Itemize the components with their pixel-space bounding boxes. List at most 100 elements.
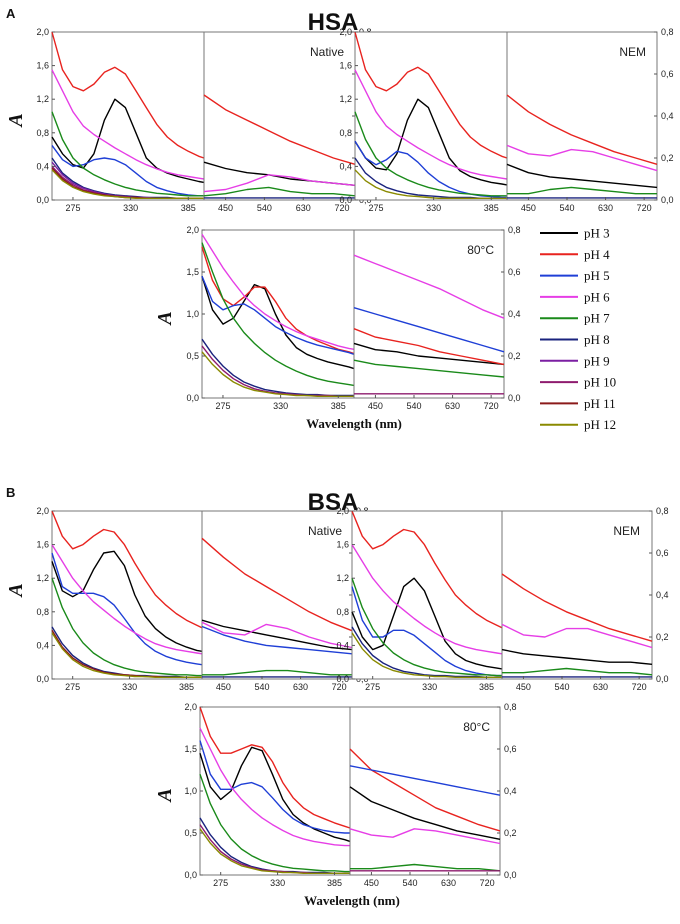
y-right-label: 0,8	[508, 225, 521, 235]
series-ph-6	[201, 621, 353, 649]
legend-label: pH 7	[584, 311, 610, 326]
y-right-label: 0,0	[661, 195, 674, 205]
series-ph-3	[201, 275, 355, 370]
series-ph-7	[201, 242, 355, 387]
series-ph-12	[201, 351, 354, 397]
series-ph-3	[501, 648, 653, 665]
ylabel-bsa-80: A	[154, 788, 176, 803]
uv-plot-frame	[201, 229, 355, 399]
panel-letter-b: B	[6, 485, 15, 500]
chart-hsa-native: 0,00,40,81,21,62,00,00,20,40,60,82753303…	[36, 27, 371, 213]
series-ph-4	[51, 510, 203, 629]
legend-label: pH 11	[584, 396, 616, 411]
x-vis-label: 540	[254, 682, 269, 692]
series-ph-4	[353, 328, 505, 366]
y-right-label: 0,4	[656, 590, 669, 600]
series-ph-3	[351, 577, 503, 670]
series-ph-3	[353, 342, 505, 366]
x-vis-label: 450	[364, 878, 379, 888]
chart-bsa-native: 0,00,40,81,21,62,00,00,20,40,60,82753303…	[36, 506, 368, 692]
y-left-label: 0,4	[36, 161, 49, 171]
x-vis-label: 540	[554, 682, 569, 692]
series-ph-7	[199, 773, 350, 873]
x-vis-label: 720	[332, 682, 347, 692]
x-uv-label: 330	[426, 203, 441, 213]
x-uv-label: 275	[368, 203, 383, 213]
x-uv-label: 330	[123, 203, 138, 213]
series-ph-6	[354, 69, 508, 180]
panel-letter-a: A	[6, 6, 16, 21]
uv-plot	[51, 31, 205, 201]
ylabel-bsa-top: A	[5, 583, 27, 598]
y-right-label: 0,0	[508, 393, 521, 403]
y-right-label: 0,6	[661, 69, 674, 79]
y-left-label: 0,0	[184, 870, 197, 880]
legend-label: pH 6	[584, 289, 610, 304]
x-uv-label: 275	[213, 878, 228, 888]
vis-plot-frame	[203, 31, 356, 201]
y-left-label: 2,0	[36, 27, 49, 37]
y-left-label: 0,0	[339, 195, 352, 205]
y-left-label: 1,2	[336, 573, 349, 583]
uv-plot-frame	[351, 510, 503, 680]
x-uv-label: 275	[65, 203, 80, 213]
condition-label: NEM	[619, 45, 646, 59]
legend-label: pH 12	[584, 417, 616, 432]
uv-plot	[354, 31, 508, 201]
y-left-label: 2,0	[186, 225, 199, 235]
y-left-label: 1,2	[339, 94, 352, 104]
y-left-label: 0,4	[336, 640, 349, 650]
chart-bsa-80c: 0,0 0,5 1,0 1,5 2,0 0,0 0,2 0,4 0,6 0,8 275 330 385 4…	[184, 702, 516, 888]
uv-plot	[351, 510, 503, 680]
x-vis-label: 450	[216, 682, 231, 692]
y-left-label: 1,6	[36, 540, 49, 550]
series-ph-5	[349, 765, 501, 796]
x-vis-label: 450	[516, 682, 531, 692]
x-vis-label: 720	[632, 682, 647, 692]
series-ph-6	[201, 233, 355, 350]
y-right-label: 0,6	[508, 267, 521, 277]
x-uv-label: 275	[65, 682, 80, 692]
y-right-label: 0,0	[656, 674, 669, 684]
x-vis-label: 630	[293, 682, 308, 692]
y-left-label: 1,0	[184, 786, 197, 796]
ylabel-hsa-80: A	[154, 311, 176, 326]
series-ph-4	[354, 31, 508, 159]
series-ph-5	[353, 307, 505, 353]
y-left-label: 0,8	[339, 128, 352, 138]
y-right-label: 0,2	[508, 351, 521, 361]
x-vis-label: 720	[480, 878, 495, 888]
series-ph-3	[201, 619, 353, 651]
x-uv-label: 330	[273, 401, 288, 411]
vis-plot	[353, 229, 505, 399]
y-right-label: 0,8	[656, 506, 669, 516]
condition-label: NEM	[613, 524, 640, 538]
x-uv-label: 330	[270, 878, 285, 888]
y-right-label: 0,4	[508, 309, 521, 319]
series-ph-4	[506, 94, 658, 165]
x-uv-label: 275	[365, 682, 380, 692]
y-left-label: 1,2	[36, 94, 49, 104]
series-ph-4	[51, 31, 205, 159]
x-vis-label: 630	[441, 878, 456, 888]
series-ph-3	[199, 746, 351, 843]
y-right-label: 0,4	[504, 786, 517, 796]
x-uv-label: 385	[327, 878, 342, 888]
y-left-label: 0,0	[36, 674, 49, 684]
vis-plot	[349, 706, 501, 876]
series-ph-7	[203, 186, 356, 197]
series-ph-6	[51, 544, 203, 655]
series-ph-4	[201, 246, 355, 355]
series-ph-3	[349, 786, 501, 840]
y-right-label: 0,4	[661, 111, 674, 121]
series-ph-4	[201, 537, 353, 632]
x-uv-label: 385	[479, 682, 494, 692]
series-ph-7	[351, 577, 502, 677]
x-vis-label: 720	[484, 401, 499, 411]
y-left-label: 0,8	[336, 607, 349, 617]
x-vis-label: 450	[368, 401, 383, 411]
condition-label: 80°C	[467, 243, 494, 257]
series-ph-7	[350, 863, 501, 872]
series-ph-5	[51, 552, 203, 666]
vis-plot	[501, 510, 653, 680]
